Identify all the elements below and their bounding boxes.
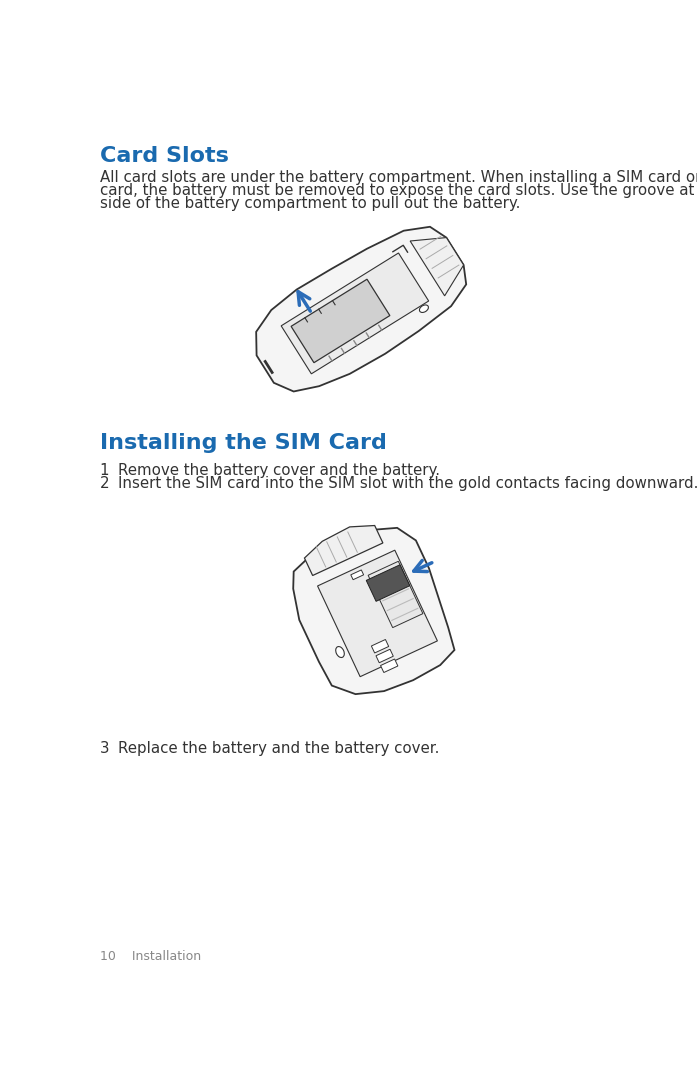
- Text: Replace the battery and the battery cover.: Replace the battery and the battery cove…: [118, 741, 440, 756]
- Polygon shape: [381, 659, 398, 672]
- Polygon shape: [372, 640, 389, 653]
- Polygon shape: [351, 570, 364, 580]
- Polygon shape: [376, 649, 393, 662]
- Text: Remove the battery cover and the battery.: Remove the battery cover and the battery…: [118, 463, 440, 478]
- Text: side of the battery compartment to pull out the battery.: side of the battery compartment to pull …: [100, 195, 520, 211]
- Text: All card slots are under the battery compartment. When installing a SIM card or : All card slots are under the battery com…: [100, 171, 697, 186]
- Polygon shape: [293, 528, 454, 694]
- Polygon shape: [305, 526, 383, 576]
- Text: Installing the SIM Card: Installing the SIM Card: [100, 433, 386, 453]
- Text: 3: 3: [100, 741, 109, 756]
- Polygon shape: [291, 279, 390, 363]
- Text: 2: 2: [100, 476, 109, 491]
- Text: card, the battery must be removed to expose the card slots. Use the groove at th: card, the battery must be removed to exp…: [100, 184, 697, 198]
- Text: 10    Installation: 10 Installation: [100, 950, 201, 963]
- Ellipse shape: [336, 646, 344, 657]
- Polygon shape: [256, 227, 466, 391]
- Polygon shape: [366, 565, 410, 602]
- Polygon shape: [368, 561, 423, 628]
- Polygon shape: [318, 551, 438, 677]
- Text: Insert the SIM card into the SIM slot with the gold contacts facing downward.: Insert the SIM card into the SIM slot wi…: [118, 476, 697, 491]
- Polygon shape: [281, 253, 429, 374]
- Polygon shape: [410, 238, 464, 295]
- Text: 1: 1: [100, 463, 109, 478]
- Text: Card Slots: Card Slots: [100, 146, 229, 166]
- Ellipse shape: [420, 305, 429, 313]
